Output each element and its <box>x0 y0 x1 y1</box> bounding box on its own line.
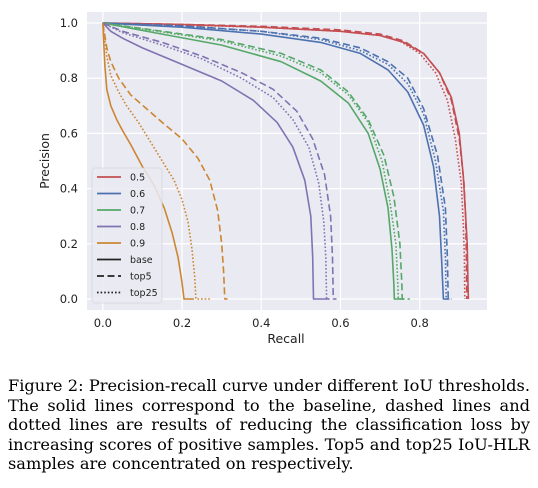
legend-label: top25 <box>130 288 158 299</box>
curve-iou-06-top25 <box>102 22 450 300</box>
figure-caption: Figure 2: Precision-recall curve under d… <box>8 376 530 474</box>
y-tick-label: 0.4 <box>60 182 78 196</box>
x-axis-ticks: 0.0 0.2 0.4 0.6 0.8 <box>94 316 429 330</box>
y-tick-label: 0.8 <box>60 71 78 85</box>
legend: 0.5 0.6 0.7 0.8 0.9 base top5 top25 <box>91 167 163 304</box>
y-axis-ticks: 0.0 0.2 0.4 0.6 0.8 1.0 <box>60 16 78 306</box>
x-tick-label: 0.4 <box>252 316 270 330</box>
caption-text: Precision-recall curve under different I… <box>8 376 530 474</box>
curve-iou-09-top5 <box>102 22 228 300</box>
curve-iou-08-base <box>102 22 329 300</box>
x-tick-label: 0.8 <box>411 316 429 330</box>
curve-iou-07-top25 <box>102 22 406 300</box>
legend-frame <box>91 167 163 304</box>
legend-label: base <box>130 255 153 266</box>
legend-label: 0.7 <box>130 206 145 217</box>
curve-iou-05-top5 <box>102 22 468 300</box>
curve-series <box>102 22 470 300</box>
x-tick-label: 0.6 <box>331 316 349 330</box>
x-tick-label: 0.2 <box>173 316 191 330</box>
y-tick-label: 0.6 <box>60 126 78 140</box>
curve-iou-08-top25 <box>102 22 331 300</box>
legend-label: 0.5 <box>130 173 145 184</box>
x-axis-label: Recall <box>267 331 304 346</box>
y-tick-label: 0.2 <box>60 237 78 251</box>
caption-label: Figure 2: <box>8 376 84 395</box>
legend-label: 0.6 <box>130 189 145 200</box>
curve-iou-06-base <box>102 22 450 300</box>
legend-label: 0.9 <box>130 239 145 250</box>
legend-label: 0.8 <box>130 222 145 233</box>
curve-iou-07-base <box>102 22 404 300</box>
y-tick-label: 0.0 <box>60 292 78 306</box>
y-tick-label: 1.0 <box>60 16 78 30</box>
y-axis-label: Precision <box>37 133 52 189</box>
legend-label: top5 <box>130 272 152 283</box>
curve-iou-09-base <box>102 22 194 300</box>
curve-iou-08-top5 <box>102 22 337 300</box>
x-tick-label: 0.0 <box>94 316 112 330</box>
curve-iou-07-top5 <box>102 22 410 300</box>
